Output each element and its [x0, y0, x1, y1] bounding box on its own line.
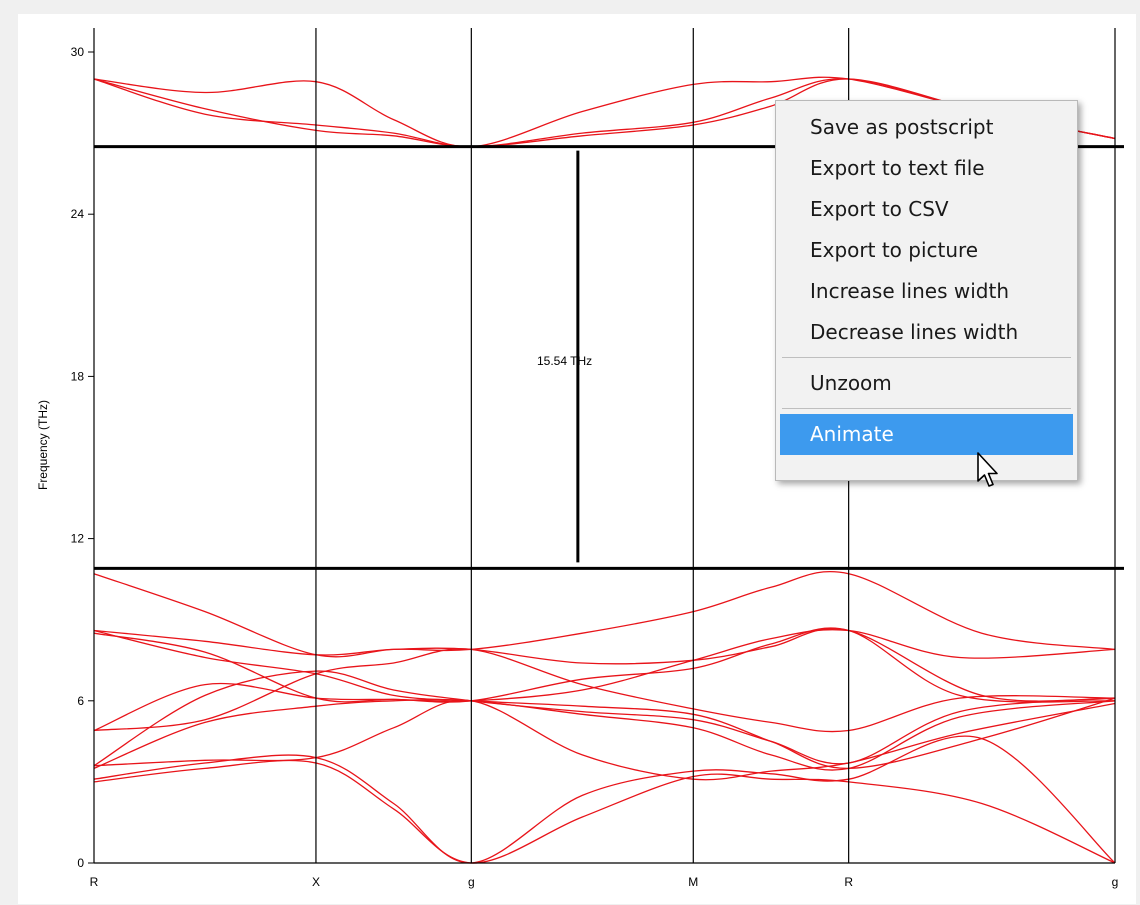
- x-tick-label: R: [90, 875, 99, 889]
- band-line-14: [93, 78, 1116, 148]
- context-menu: Save as postscript Export to text file Exp…: [775, 100, 1078, 481]
- mouse-pointer-icon: [977, 452, 998, 487]
- band-line-3: [93, 699, 1116, 781]
- menu-item-export-to-text-file[interactable]: Export to text file: [810, 156, 985, 180]
- x-tick-label: g: [1112, 875, 1119, 889]
- menu-separator: [782, 357, 1071, 358]
- menu-item-save-as-postscript[interactable]: Save as postscript: [810, 115, 994, 139]
- menu-item-export-to-picture[interactable]: Export to picture: [810, 238, 979, 262]
- y-tick-label: 30: [71, 45, 85, 59]
- band-line-5: [93, 670, 1116, 767]
- band-line-7: [93, 627, 1116, 732]
- menu-item-animate[interactable]: Animate: [780, 414, 1073, 455]
- x-tick-label: M: [688, 875, 698, 889]
- menu-item-decrease-lines-width[interactable]: Decrease lines width: [810, 320, 1019, 344]
- menu-item-export-to-csv[interactable]: Export to CSV: [810, 197, 949, 221]
- y-axis: 0 6 12 18 24 30: [71, 28, 95, 870]
- band-gap-label: 15.54 THz: [537, 354, 592, 368]
- band-line-6: [93, 648, 1116, 733]
- y-tick-label: 24: [71, 207, 85, 221]
- menu-item-increase-lines-width[interactable]: Increase lines width: [810, 279, 1009, 303]
- band-line-9: [93, 629, 1116, 770]
- y-tick-label: 18: [71, 369, 85, 383]
- menu-separator: [782, 408, 1071, 409]
- y-axis-title: Frequency (THz): [36, 400, 50, 490]
- band-line-10: [93, 627, 1116, 702]
- y-tick-label: 12: [71, 532, 85, 546]
- band-line-11: [93, 570, 1116, 658]
- x-tick-label: g: [468, 875, 475, 889]
- band-line-12: [93, 76, 1116, 148]
- y-tick-label: 6: [77, 694, 84, 708]
- band-line-2: [93, 735, 1116, 864]
- band-line-8: [93, 629, 1116, 703]
- x-tick-label: X: [312, 875, 320, 889]
- band-lines: [93, 76, 1116, 864]
- x-tick-label: R: [844, 875, 853, 889]
- band-line-4: [93, 698, 1116, 771]
- menu-item-unzoom[interactable]: Unzoom: [810, 371, 892, 395]
- y-tick-label: 0: [77, 856, 84, 870]
